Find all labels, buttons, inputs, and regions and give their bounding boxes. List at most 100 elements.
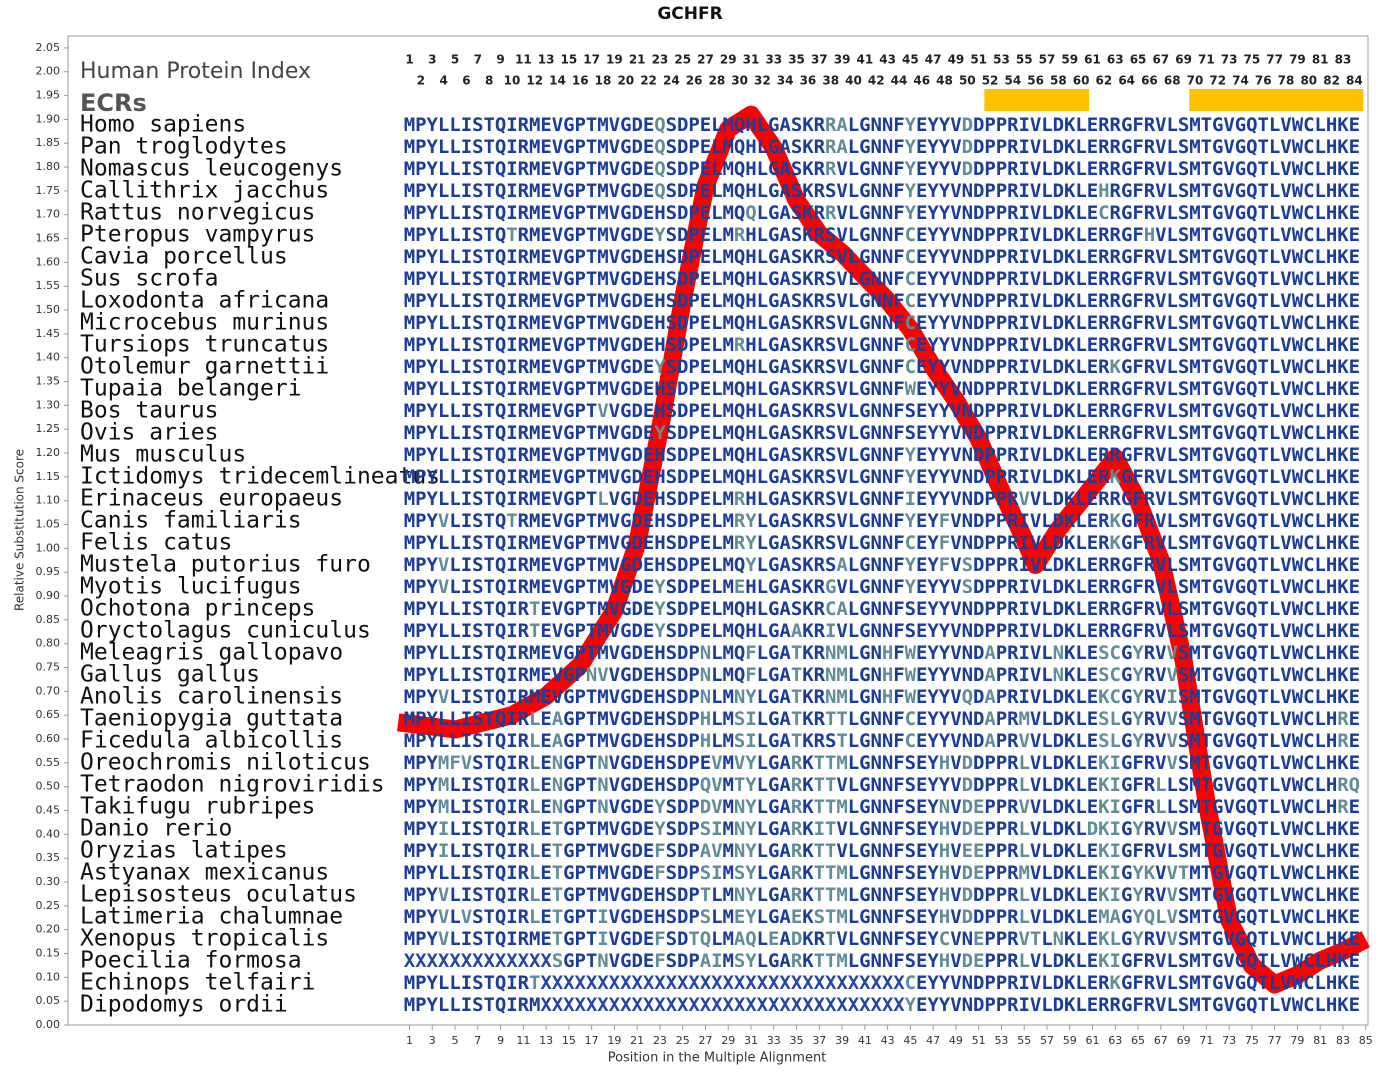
y-tick-label: 1.90 <box>36 112 61 125</box>
position-label: 35 <box>788 53 805 67</box>
sequence: MPYLLISTQIRMEVGPTMVGDEHSDPELMRHLGASKRSVL… <box>404 334 1360 356</box>
position-label: 80 <box>1300 74 1317 88</box>
sequence: MPYLLISTQIRTEVGPTMVGDEYSDPELMQHLGASKRCAL… <box>404 598 1360 620</box>
y-tick-label: 2.05 <box>36 41 61 54</box>
species-name: Oryzias latipes <box>80 838 288 864</box>
species-name: Callithrix jacchus <box>80 178 329 204</box>
x-tick-label: 27 <box>698 1034 712 1047</box>
position-label: 30 <box>731 74 748 88</box>
x-tick-label: 85 <box>1359 1034 1373 1047</box>
position-label: 6 <box>462 74 470 88</box>
sequence: MPYMLISTQIRLENGPTNVGDEHSDPQVMTYLGARKTTVL… <box>404 774 1360 796</box>
x-tick-label: 49 <box>949 1034 963 1047</box>
position-label: 67 <box>1152 53 1169 67</box>
x-tick-label: 79 <box>1290 1034 1304 1047</box>
position-label: 53 <box>993 53 1010 67</box>
species-name: Ictidomys tridecemlineatus <box>80 464 440 490</box>
x-tick-label: 7 <box>474 1034 481 1047</box>
position-label: 61 <box>1084 53 1101 67</box>
sequence: MPYLLISTQIRMEVGPTMVGDEQSDPELMQHLGASKRRAL… <box>404 114 1360 136</box>
position-label: 38 <box>822 74 839 88</box>
position-label: 77 <box>1266 53 1283 67</box>
position-label: 19 <box>606 53 623 67</box>
position-label: 75 <box>1244 53 1261 67</box>
position-label: 26 <box>686 74 703 88</box>
position-label: 45 <box>902 53 919 67</box>
position-label: 74 <box>1232 74 1249 88</box>
position-label: 60 <box>1073 74 1090 88</box>
species-name: Oreochromis niloticus <box>80 750 371 776</box>
position-label: 17 <box>583 53 600 67</box>
sequence: MPYVLVSTQIRLETGPTIVGDEHSDPSLMEYLGAEKSTML… <box>404 906 1360 928</box>
species-name: Erinaceus europaeus <box>80 486 343 512</box>
species-name: Nomascus leucogenys <box>80 156 343 182</box>
position-label: 72 <box>1209 74 1226 88</box>
x-tick-label: 35 <box>790 1034 804 1047</box>
x-tick-label: 53 <box>994 1034 1008 1047</box>
position-label: 37 <box>811 53 828 67</box>
y-tick-label: 0.20 <box>36 923 61 936</box>
y-tick-label: 0.45 <box>36 804 61 817</box>
position-label: 13 <box>538 53 555 67</box>
position-label: 55 <box>1016 53 1033 67</box>
position-label: 43 <box>879 53 896 67</box>
position-label: 64 <box>1118 74 1135 88</box>
x-tick-label: 71 <box>1199 1034 1213 1047</box>
position-label: 27 <box>697 53 714 67</box>
species-name: Homo sapiens <box>80 112 246 138</box>
y-tick-label: 0.35 <box>36 851 61 864</box>
x-tick-label: 19 <box>607 1034 621 1047</box>
species-name: Cavia porcellus <box>80 244 288 270</box>
position-label: 15 <box>561 53 578 67</box>
y-tick-label: 0.10 <box>36 970 61 983</box>
y-tick-label: 0.95 <box>36 565 61 578</box>
position-label: 49 <box>948 53 965 67</box>
species-name: Loxodonta africana <box>80 288 329 314</box>
x-tick-label: 47 <box>926 1034 940 1047</box>
position-label: 11 <box>515 53 532 67</box>
x-tick-label: 25 <box>676 1034 690 1047</box>
x-tick-label: 45 <box>903 1034 917 1047</box>
species-name: Xenopus tropicalis <box>80 926 329 952</box>
sequence: MPYLLISTQIRTXXXXXXXXXXXXXXXXXXXXXXXXXXXX… <box>404 972 1360 994</box>
species-name: Gallus gallus <box>80 662 260 688</box>
position-label: 4 <box>439 74 447 88</box>
x-tick-label: 39 <box>835 1034 849 1047</box>
species-name: Tursiops truncatus <box>80 332 329 358</box>
position-label: 25 <box>674 53 691 67</box>
sequence: MPYLLISTQIRLEAGPTMVGDEHSDPHLMSILGATKRTTL… <box>404 708 1360 730</box>
position-label: 29 <box>720 53 737 67</box>
x-tick-label: 11 <box>516 1034 530 1047</box>
y-tick-label: 0.65 <box>36 708 61 721</box>
y-tick-label: 1.40 <box>36 351 61 364</box>
y-tick-label: 1.10 <box>36 494 61 507</box>
x-tick-label: 13 <box>539 1034 553 1047</box>
species-name: Canis familiaris <box>80 508 302 534</box>
chart-title: GCHFR <box>657 4 722 24</box>
species-name: Anolis carolinensis <box>80 684 343 710</box>
sequence: MPYILISTQIRLETGPTMVGDEYSDPSIMNYLGARKITVL… <box>404 818 1360 840</box>
x-tick-label: 23 <box>653 1034 667 1047</box>
x-tick-label: 17 <box>585 1034 599 1047</box>
position-label: 84 <box>1346 74 1363 88</box>
position-label: 10 <box>504 74 521 88</box>
sequence: MPYLLISTQIRMEVGPTMVGDEHSDPELMQQLGASKRRVL… <box>404 202 1360 224</box>
x-tick-label: 51 <box>972 1034 986 1047</box>
sequence: MPYLLISTQIRMEVGPTMVGDEHSDPELMQHLGASKRSVL… <box>404 378 1360 400</box>
x-tick-label: 21 <box>630 1034 644 1047</box>
position-label: 71 <box>1198 53 1215 67</box>
position-label: 2 <box>417 74 425 88</box>
x-tick-label: 9 <box>497 1034 504 1047</box>
species-name: Felis catus <box>80 530 232 556</box>
position-label: 65 <box>1130 53 1147 67</box>
x-tick-label: 33 <box>767 1034 781 1047</box>
y-tick-label: 1.65 <box>36 232 61 245</box>
sequence: MPYLLISTQIRMEVGPTMVGDEHSDPELMQHLGASKRSVL… <box>404 312 1360 334</box>
sequence: MPYVLISTQIRMEVGPTMVGDEHSDPNLMNYLGATKRNML… <box>404 686 1360 708</box>
x-tick-label: 67 <box>1154 1034 1168 1047</box>
species-name: Oryctolagus cuniculus <box>80 618 371 644</box>
x-tick-label: 31 <box>744 1034 758 1047</box>
species-name: Pteropus vampyrus <box>80 222 315 248</box>
y-tick-label: 0.85 <box>36 613 61 626</box>
